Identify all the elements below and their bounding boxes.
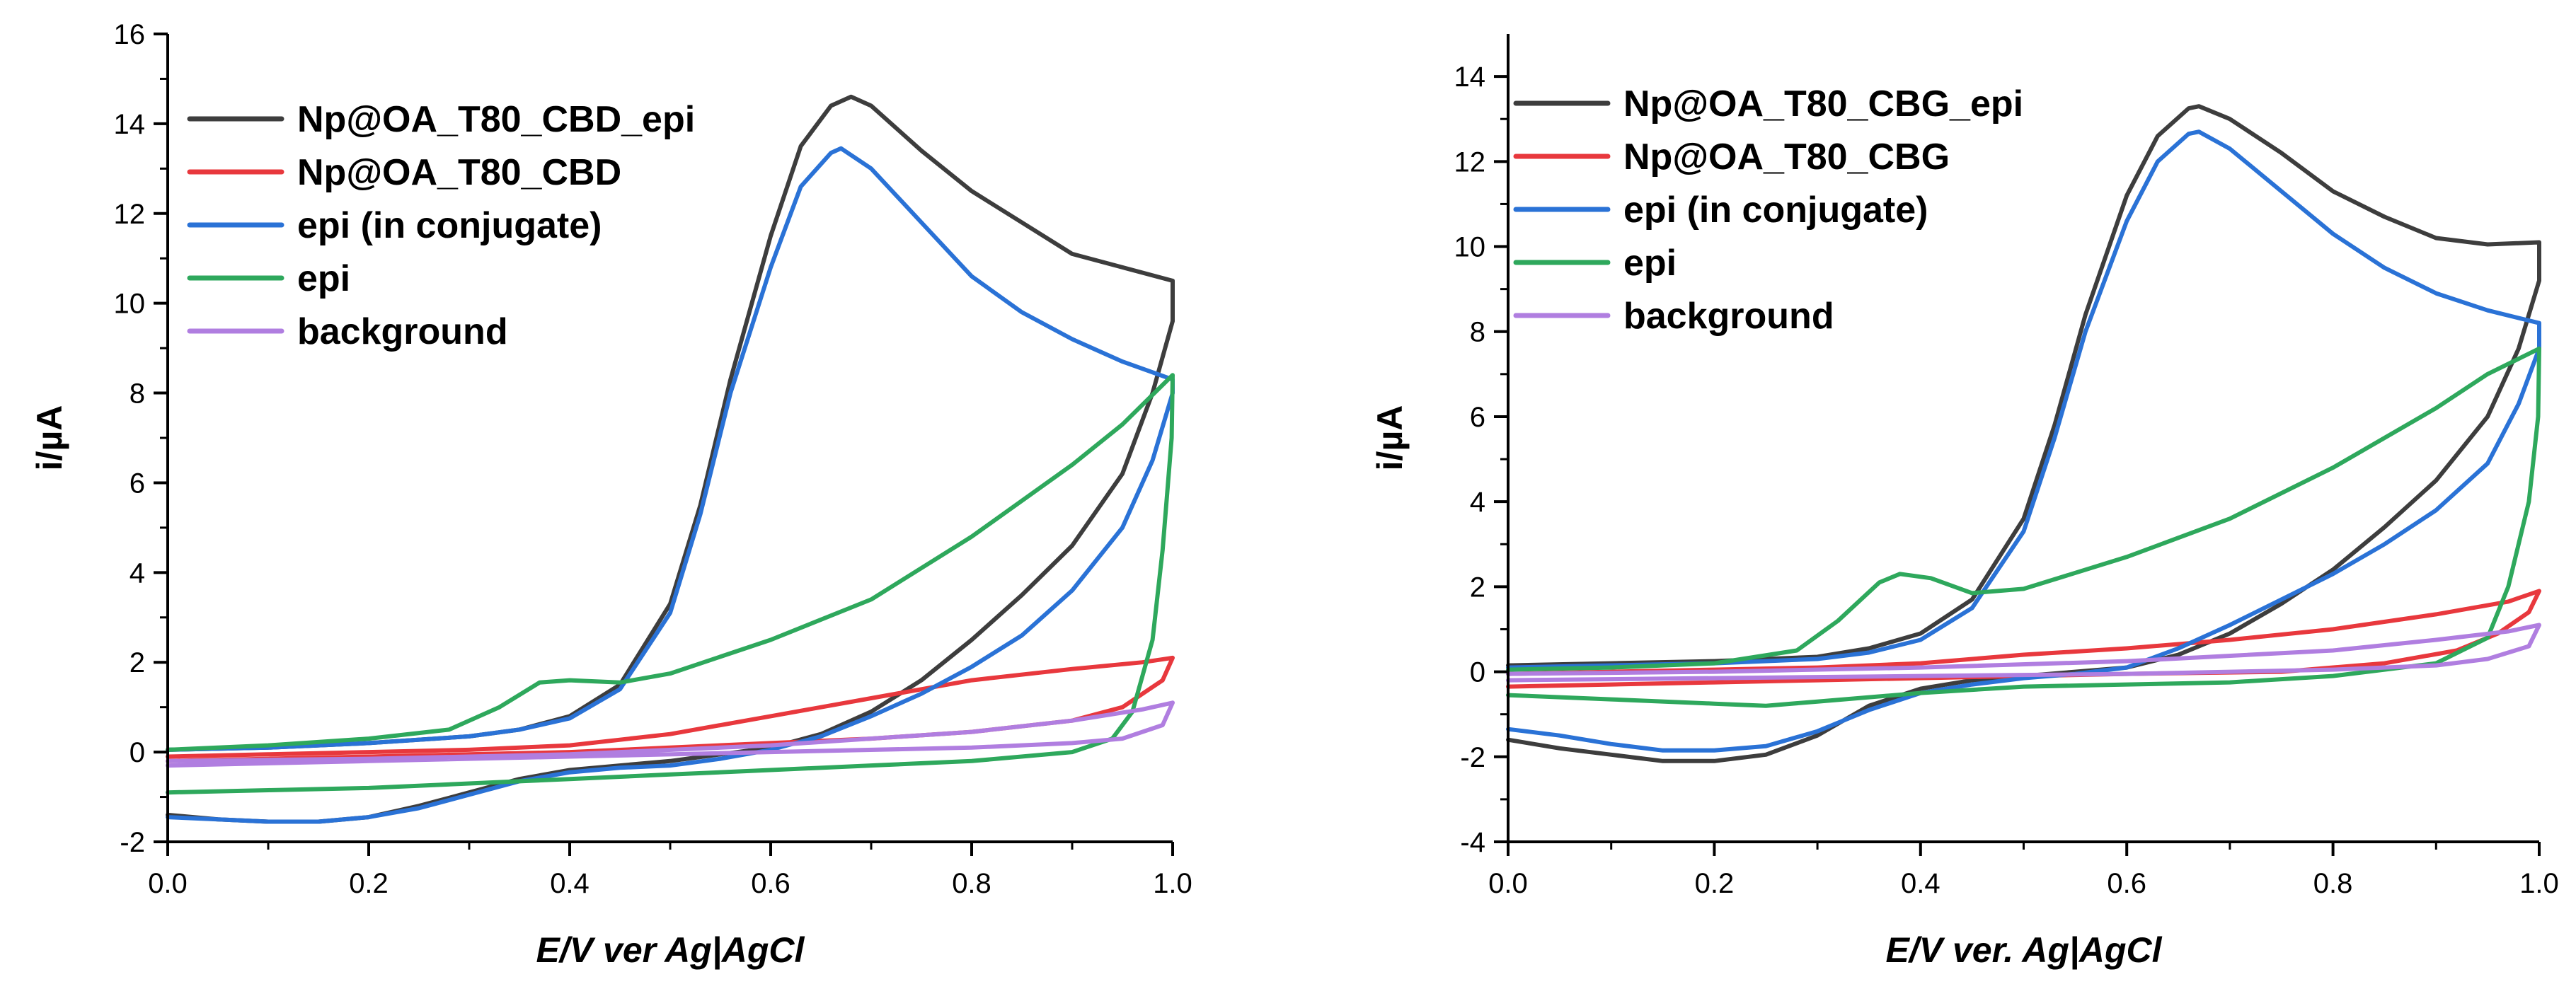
legend-label-4: background (1623, 296, 1834, 337)
x-tick-label: 0.8 (2313, 868, 2353, 899)
x-tick-label: 0.0 (148, 868, 188, 899)
x-tick-label: 0.0 (1488, 868, 1528, 899)
series-line-3 (1506, 346, 2541, 708)
series-line-0 (1506, 104, 2541, 763)
chart-right: 0.0 0.2 0.4 0.6 0.8 1.0 -4 -2 0 2 4 6 8 10 12 14 E/V ver… (1370, 34, 2559, 970)
y-tick-label: 2 (130, 647, 145, 678)
x-tick-label: 0.8 (952, 868, 991, 899)
x-tick-label: 0.6 (2107, 868, 2146, 899)
series-line-1 (166, 655, 1175, 763)
y-tick-label: 0 (1470, 657, 1485, 688)
series-line-4 (1506, 623, 2541, 683)
legend-label-2: epi (in conjugate) (1623, 190, 1928, 231)
legend-label-0: Np@OA_T80_CBD_epi (297, 99, 695, 140)
y-tick-label: -2 (1460, 742, 1485, 773)
y-tick-label: 16 (114, 19, 146, 50)
y-tick-label: 4 (130, 557, 145, 589)
x-axis-title: E/V ver. Ag|AgCl (1885, 930, 2162, 970)
x-tick-label: 0.2 (349, 868, 389, 899)
series-line-1 (1506, 589, 2541, 689)
x-tick-label: 0.2 (1695, 868, 1735, 899)
series-line-3 (166, 373, 1175, 795)
y-tick-label: 12 (1454, 146, 1486, 178)
x-tick-label: 1.0 (2519, 868, 2559, 899)
y-tick-label: 10 (114, 289, 146, 320)
y-axis-title: i/µA (30, 405, 69, 471)
y-tick-label: 6 (130, 468, 145, 499)
y-tick-label: -4 (1460, 827, 1485, 858)
y-tick-label: 10 (1454, 232, 1486, 263)
series-line-4 (166, 700, 1175, 768)
x-tick-label: 0.4 (550, 868, 590, 899)
chart-left: 0.0 0.2 0.4 0.6 0.8 1.0 -2 0 2 4 6 8 10 12 14 16 E/V ver… (30, 19, 1192, 970)
y-tick-label: -2 (120, 827, 145, 858)
x-tick-label: 0.4 (1901, 868, 1940, 899)
legend-label-3: epi (1623, 243, 1677, 284)
x-tick-label: 0.6 (751, 868, 790, 899)
y-tick-label: 0 (130, 737, 145, 768)
y-tick-label: 8 (130, 378, 145, 410)
legend-label-2: epi (in conjugate) (297, 205, 602, 246)
x-tick-label: 1.0 (1153, 868, 1192, 899)
y-tick-label: 6 (1470, 402, 1485, 433)
legend-label-4: background (297, 311, 508, 352)
y-tick-label: 12 (114, 199, 146, 230)
series-line-0 (166, 94, 1175, 824)
y-tick-label: 2 (1470, 572, 1485, 603)
legend-label-3: epi (297, 258, 350, 299)
series-line-2 (166, 146, 1175, 824)
x-axis-title: E/V ver Ag|AgCl (536, 930, 805, 970)
y-tick-label: 8 (1470, 317, 1485, 348)
y-tick-label: 14 (1454, 62, 1486, 93)
y-tick-label: 14 (114, 109, 146, 140)
y-axis-title: i/µA (1370, 405, 1410, 471)
legend-label-1: Np@OA_T80_CBD (297, 152, 621, 193)
legend-label-0: Np@OA_T80_CBG_epi (1623, 83, 2023, 125)
y-tick-label: 4 (1470, 487, 1485, 518)
legend-label-1: Np@OA_T80_CBG (1623, 137, 1950, 178)
